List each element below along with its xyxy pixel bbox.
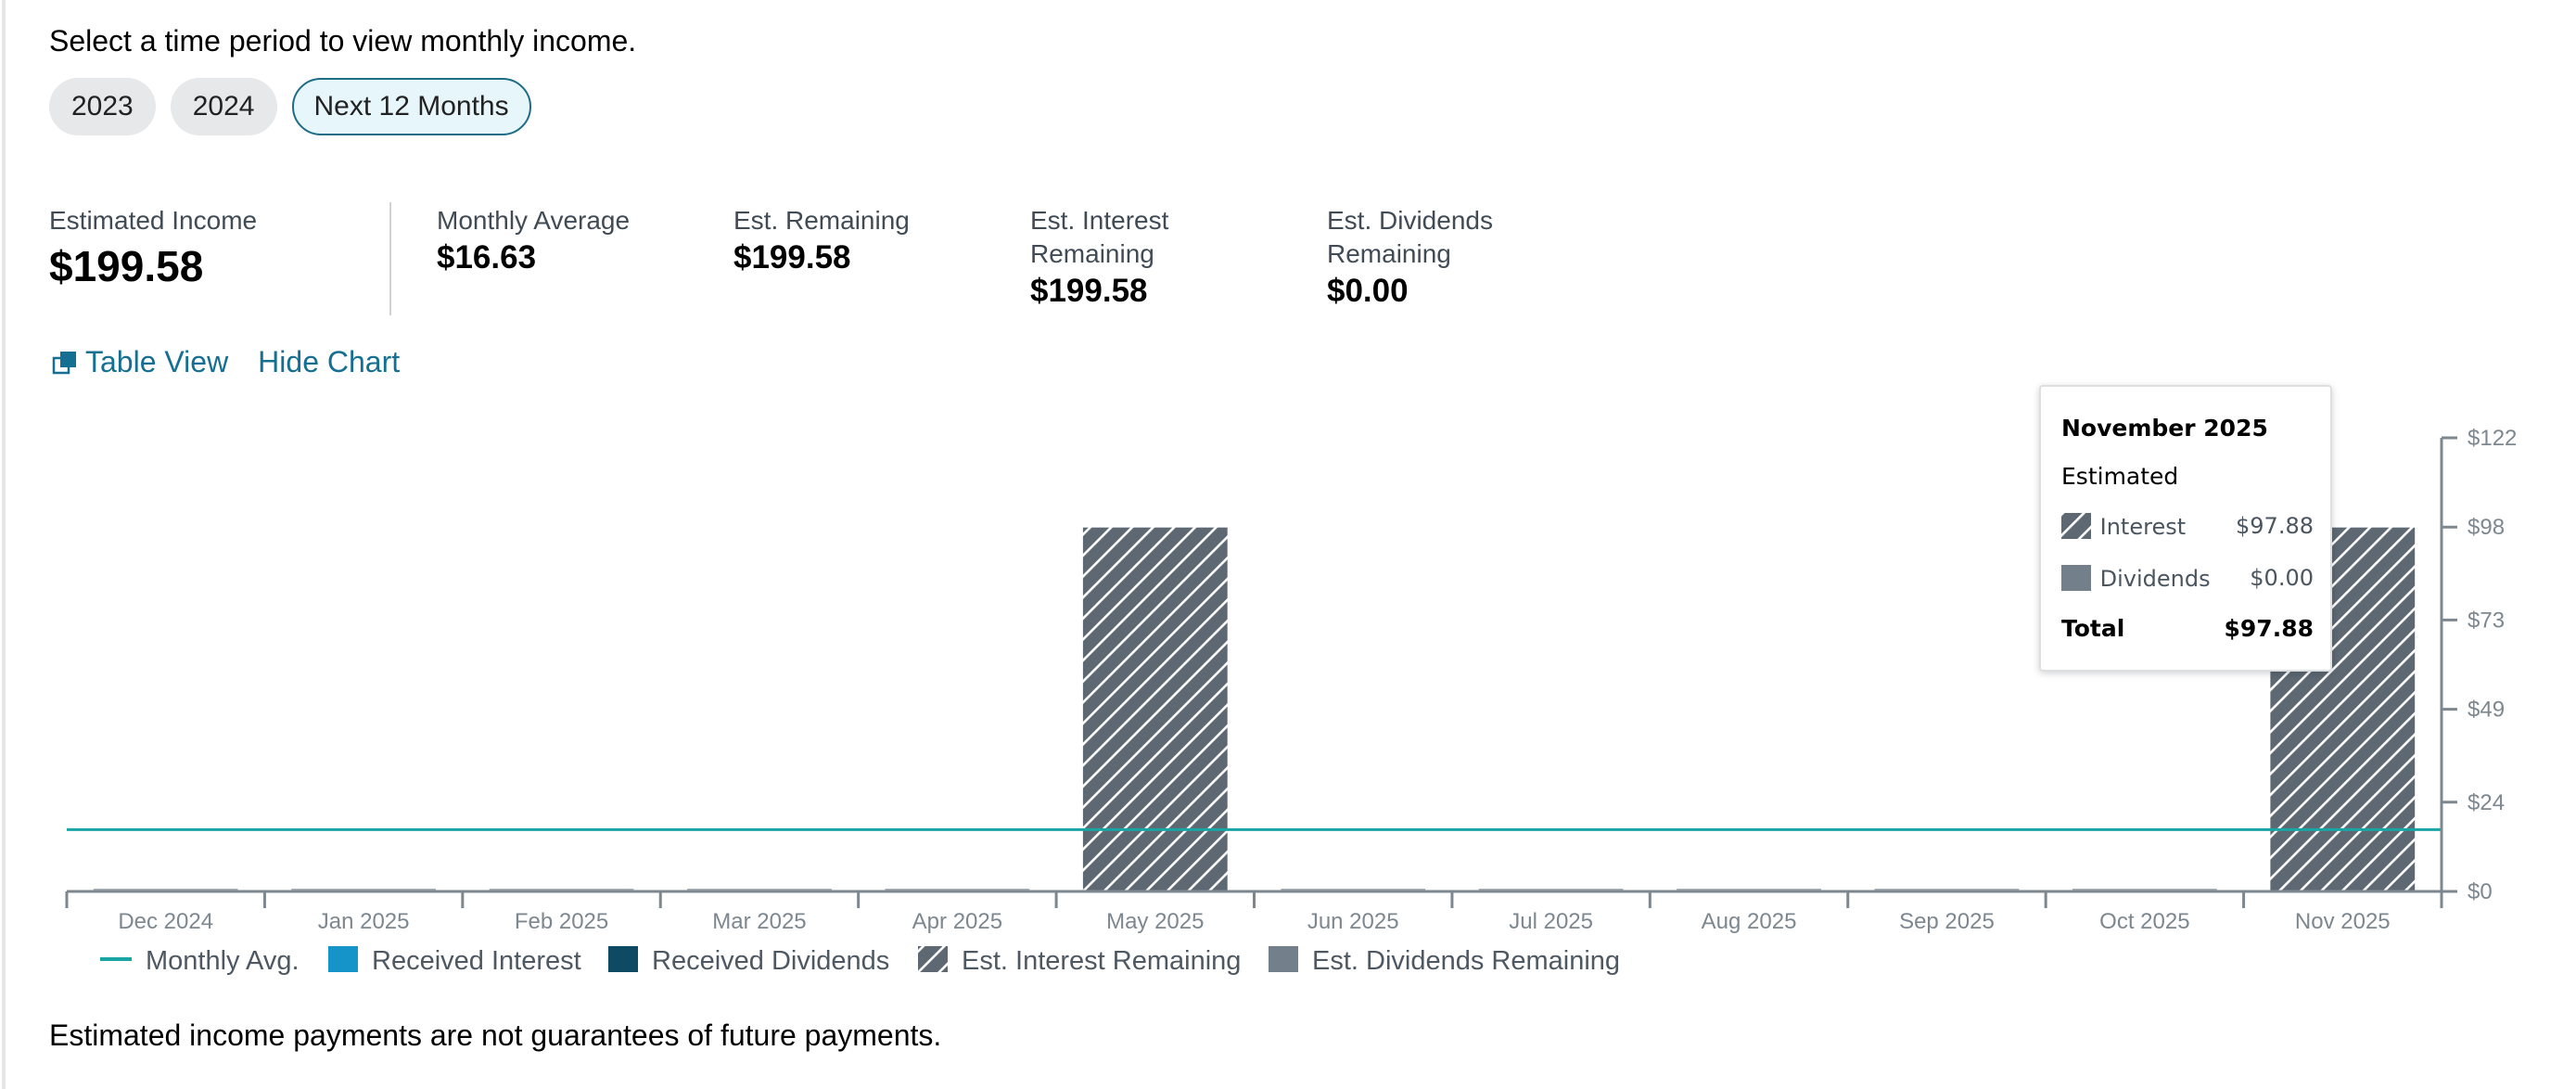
stat-est-remaining: Est. Remaining $199.58: [733, 204, 910, 278]
interest-swatch-icon: [2061, 513, 2091, 539]
stat-label: Estimated Income: [49, 206, 258, 235]
stat-label: Remaining: [1030, 239, 1154, 268]
period-prompt: Select a time period to view monthly inc…: [49, 24, 637, 58]
x-tick-label: Mar 2025: [712, 909, 806, 934]
y-tick-label: $122: [2468, 426, 2517, 451]
x-tick-label: Jun 2025: [1307, 909, 1399, 934]
legend-received-interest-label: Received Interest: [372, 946, 581, 976]
stat-monthly-average: Monthly Average $16.63: [437, 204, 630, 278]
table-view-label: Table View: [85, 345, 229, 378]
stat-value: $199.58: [49, 242, 204, 290]
chart-links: Table View Hide Chart: [52, 345, 400, 379]
x-tick-label: Nov 2025: [2295, 909, 2391, 934]
disclaimer: Estimated income payments are not guaran…: [49, 1019, 942, 1052]
tooltip-total-row: Total $97.88: [2061, 615, 2314, 642]
y-tick-label: $98: [2468, 515, 2505, 540]
x-tick-label: Sep 2025: [1899, 909, 1995, 934]
x-tick-label: Jan 2025: [318, 909, 410, 934]
stat-label: Monthly Average: [437, 206, 631, 235]
x-tick-label: Dec 2024: [118, 909, 213, 934]
tooltip-total-value: $97.88: [2224, 615, 2314, 642]
bar-est-interest: [1082, 527, 1228, 891]
stat-est-dividends-remaining: Est. Dividends Remaining $0.00: [1327, 204, 1493, 312]
legend-received-dividends-swatch: [608, 946, 638, 972]
left-border: [2, 0, 6, 1089]
tooltip-dividends-label: Dividends: [2099, 566, 2211, 592]
x-tick-label: Aug 2025: [1702, 909, 1797, 934]
stat-label: Est. Dividends: [1327, 206, 1493, 235]
x-tick-label: Jul 2025: [1509, 909, 1593, 934]
legend-est-interest-swatch: [918, 946, 948, 972]
legend-received-interest-swatch: [328, 946, 358, 972]
legend-est-dividends-swatch: [1269, 946, 1298, 972]
x-tick-label: Feb 2025: [515, 909, 608, 934]
x-tick-label: Apr 2025: [912, 909, 1002, 934]
tooltip-dividends-row: Dividends $0.00: [2061, 565, 2314, 592]
stat-divider: [389, 202, 391, 315]
legend-est-dividends-label: Est. Dividends Remaining: [1312, 946, 1620, 976]
stat-value: $16.63: [437, 239, 537, 275]
tooltip-total-label: Total: [2061, 615, 2125, 642]
tooltip-interest-value: $97.88: [2236, 513, 2314, 539]
x-tick-label: May 2025: [1106, 909, 1204, 934]
tooltip-dividends-value: $0.00: [2250, 565, 2314, 591]
legend-monthly-avg-label: Monthly Avg.: [146, 946, 300, 976]
tooltip-interest-row: Interest $97.88: [2061, 513, 2314, 540]
hide-chart-link[interactable]: Hide Chart: [258, 345, 401, 378]
y-tick-label: $0: [2468, 879, 2493, 904]
stat-estimated-income: Estimated Income $199.58: [49, 204, 257, 293]
period-pill-2024[interactable]: 2024: [170, 78, 277, 135]
period-selector: 2023 2024 Next 12 Months: [49, 78, 531, 135]
tooltip-subtitle: Estimated: [2061, 463, 2179, 490]
stat-value: $199.58: [733, 239, 851, 275]
stat-label: Est. Interest: [1030, 206, 1169, 235]
legend-est-interest-label: Est. Interest Remaining: [962, 946, 1241, 976]
period-pill-2023[interactable]: 2023: [49, 78, 156, 135]
x-tick-label: Oct 2025: [2099, 909, 2189, 934]
stat-value: $0.00: [1327, 273, 1409, 309]
stat-label: Est. Remaining: [733, 206, 910, 235]
stat-value: $199.58: [1030, 273, 1148, 309]
tooltip-interest-label: Interest: [2099, 514, 2187, 540]
y-tick-label: $24: [2468, 790, 2505, 815]
table-view-link[interactable]: Table View: [52, 345, 228, 379]
chart-tooltip: November 2025 Estimated Interest $97.88 …: [2039, 385, 2332, 672]
tooltip-title: November 2025: [2061, 415, 2268, 442]
period-pill-next-12-months[interactable]: Next 12 Months: [291, 78, 531, 135]
stat-est-interest-remaining: Est. Interest Remaining $199.58: [1030, 204, 1168, 312]
y-tick-label: $49: [2468, 698, 2505, 723]
table-view-icon: [52, 351, 76, 374]
stat-label: Remaining: [1327, 239, 1451, 268]
y-tick-label: $73: [2468, 608, 2505, 633]
legend-received-dividends-label: Received Dividends: [652, 946, 889, 976]
dividends-swatch-icon: [2061, 565, 2091, 591]
